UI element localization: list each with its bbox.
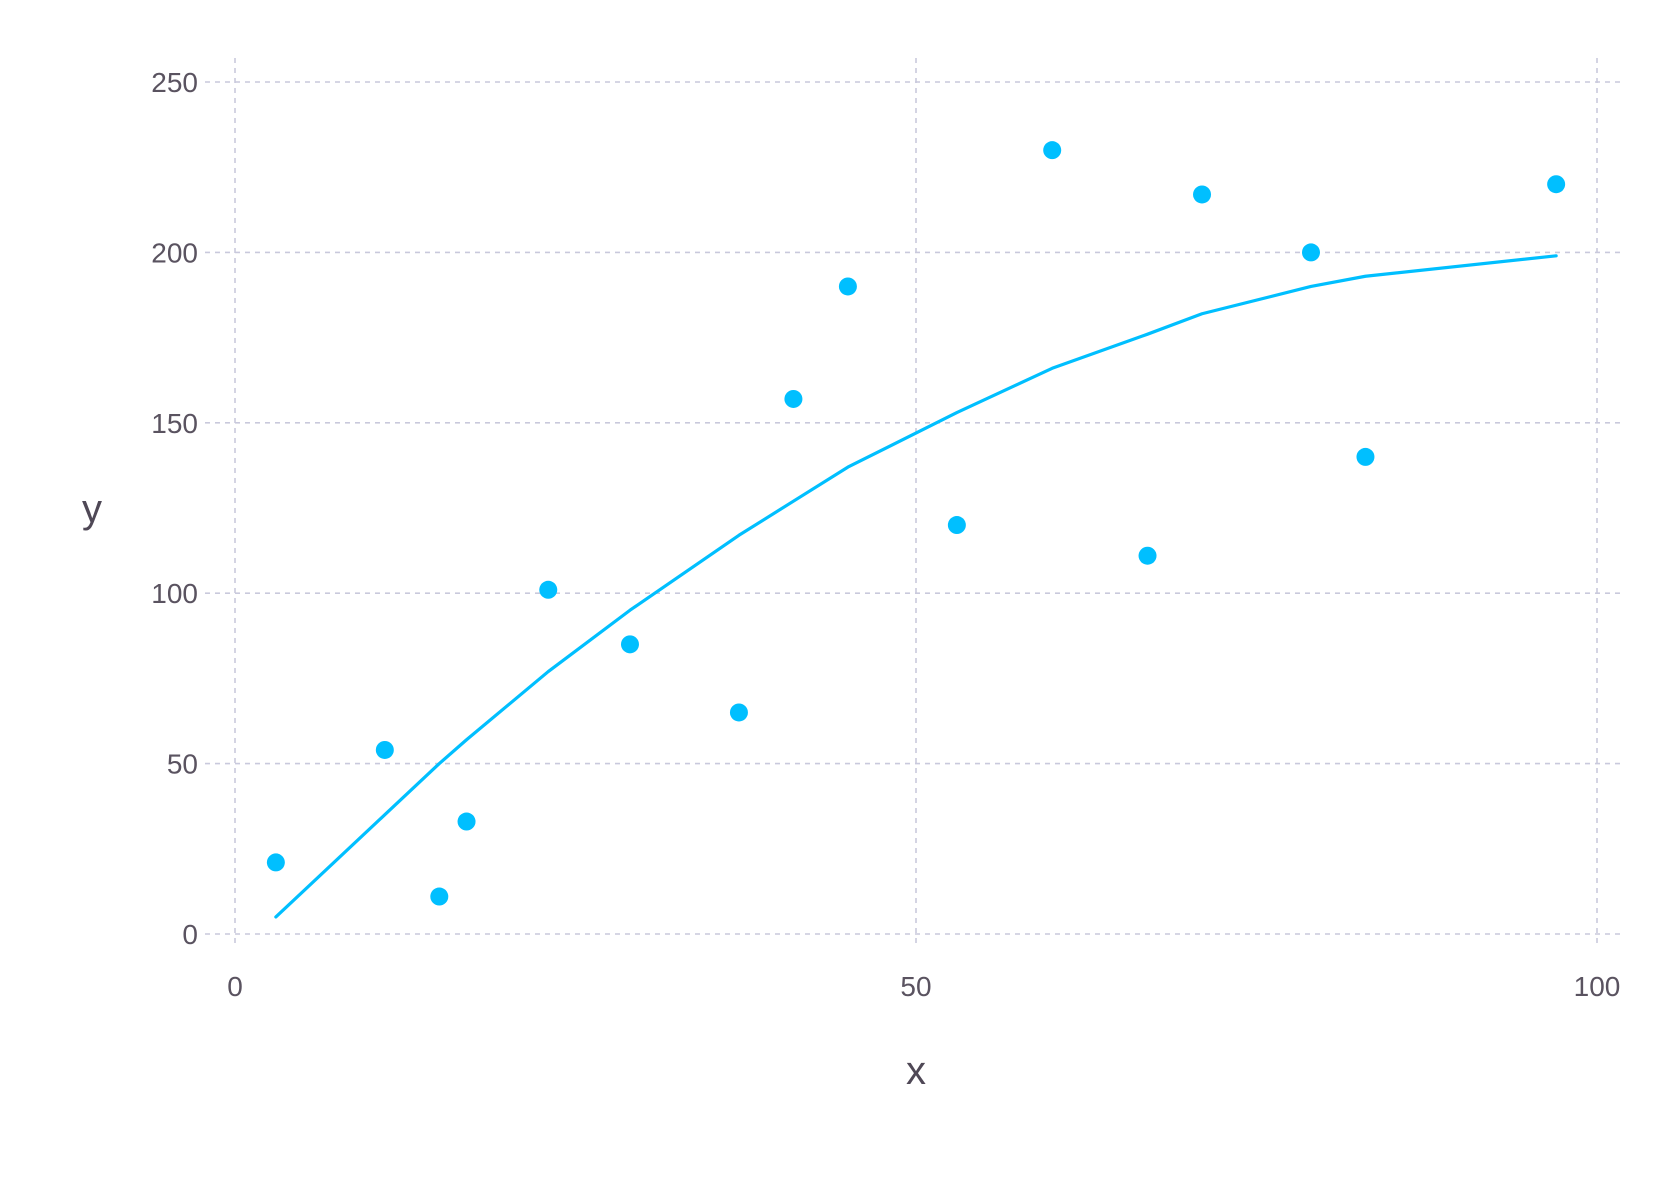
x-tick-labels: 0 50 100 (227, 971, 1620, 1002)
scatter-point (1301, 243, 1320, 262)
y-tick-labels: 0 50 100 150 200 250 (151, 67, 198, 950)
y-tick-label: 150 (151, 408, 198, 439)
y-tick-label: 0 (182, 919, 198, 950)
scatter-point (457, 812, 476, 831)
scatter-point (620, 635, 639, 654)
scatter-point (539, 580, 558, 599)
grid (205, 58, 1620, 948)
x-tick-label: 0 (227, 971, 243, 1002)
scatter-point (430, 887, 449, 906)
scatter-point (266, 853, 285, 872)
scatter-point (947, 516, 966, 535)
scatter-point (784, 389, 803, 408)
y-tick-label: 250 (151, 67, 198, 98)
fitted-line (274, 254, 1558, 919)
scatter-point (1138, 546, 1157, 565)
x-tick-label: 100 (1574, 971, 1621, 1002)
x-tick-label: 50 (900, 971, 931, 1002)
scatter-point (729, 703, 748, 722)
x-axis-label: x (906, 1049, 926, 1093)
scatter-points (266, 141, 1566, 906)
scatter-point (1547, 175, 1566, 194)
y-axis-label: y (82, 487, 102, 531)
scatter-point (838, 277, 857, 296)
scatter-point (1193, 185, 1212, 204)
scatter-point (375, 740, 394, 759)
y-tick-label: 200 (151, 237, 198, 268)
fit-line-layer (274, 254, 1558, 919)
scatter-point (1356, 447, 1375, 466)
y-tick-label: 50 (167, 749, 198, 780)
scatter-point (1043, 141, 1062, 160)
y-tick-label: 100 (151, 578, 198, 609)
